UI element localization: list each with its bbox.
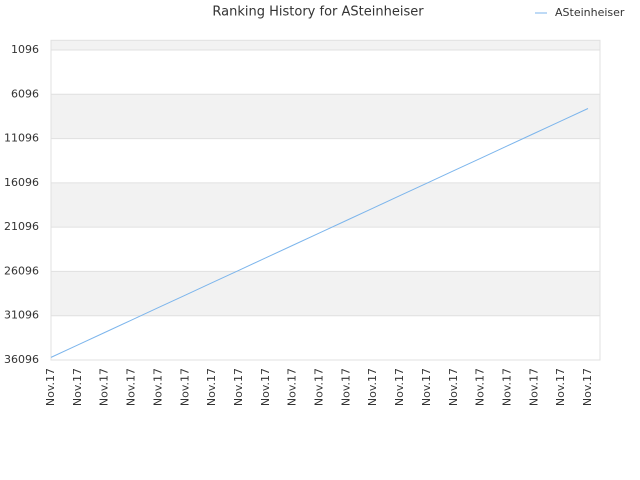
x-tick-label: Nov.17 xyxy=(554,368,567,406)
y-tick-label: 6096 xyxy=(11,87,39,100)
y-tick-label: 36096 xyxy=(4,353,39,366)
y-tick-label: 1096 xyxy=(11,43,39,56)
x-tick-label: Nov.17 xyxy=(313,368,326,406)
chart-title: Ranking History for ASteinheiser xyxy=(212,5,424,20)
x-tick-label: Nov.17 xyxy=(178,368,191,406)
y-tick-label: 31096 xyxy=(4,309,39,322)
x-tick-label: Nov.17 xyxy=(474,368,487,406)
x-tick-label: Nov.17 xyxy=(420,368,433,406)
plot-band xyxy=(51,40,600,51)
x-tick-label: Nov.17 xyxy=(286,368,299,406)
plot-band xyxy=(51,138,600,183)
x-tick-label: Nov.17 xyxy=(500,368,513,406)
x-tick-label: Nov.17 xyxy=(527,368,540,406)
plot-band xyxy=(51,94,600,139)
plot-band xyxy=(51,271,600,316)
legend-label: ASteinheiser xyxy=(555,6,625,19)
x-tick-label: Nov.17 xyxy=(151,368,164,406)
x-tick-label: Nov.17 xyxy=(125,368,138,406)
x-tick-label: Nov.17 xyxy=(71,368,84,406)
x-tick-label: Nov.17 xyxy=(205,368,218,406)
line xyxy=(50,108,589,358)
x-tick-label: Nov.17 xyxy=(581,368,594,406)
plot-band xyxy=(51,50,600,95)
x-tick-label: Nov.17 xyxy=(44,368,57,406)
y-tick-label: 21096 xyxy=(4,220,39,233)
y-tick-label: 11096 xyxy=(4,132,39,145)
x-tick-label: Nov.17 xyxy=(447,368,460,406)
x-tick-label: Nov.17 xyxy=(259,368,272,406)
plot-band xyxy=(51,182,600,228)
plot-band xyxy=(51,315,600,360)
x-tick-label: Nov.17 xyxy=(339,368,352,406)
x-tick-label: Nov.17 xyxy=(232,368,245,406)
x-tick-label: Nov.17 xyxy=(366,368,379,406)
plot-band xyxy=(51,227,600,272)
y-tick-label: 26096 xyxy=(4,264,39,277)
y-tick-label: 16096 xyxy=(4,176,39,189)
x-tick-label: Nov.17 xyxy=(98,368,111,406)
x-tick-label: Nov.17 xyxy=(393,368,406,406)
